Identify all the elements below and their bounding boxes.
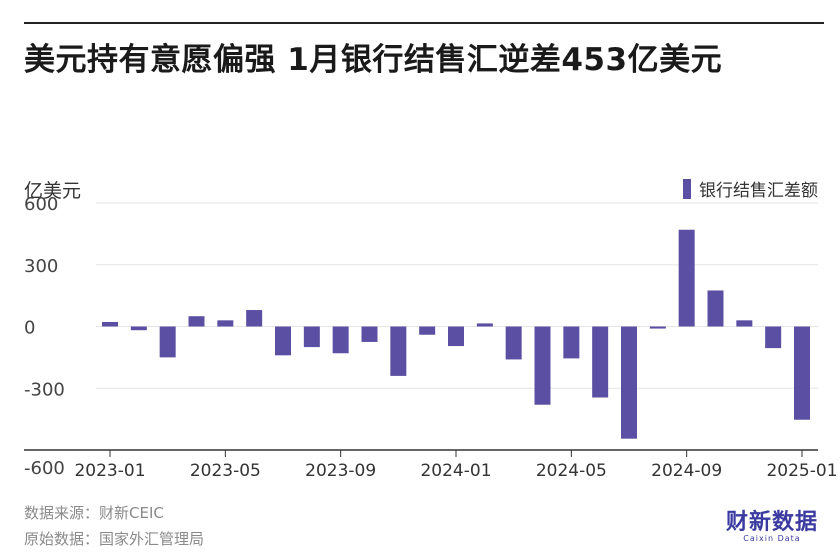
- y-tick-label: -600: [24, 458, 65, 479]
- bar-2024-07: [621, 326, 637, 439]
- bar-2024-11: [736, 320, 753, 327]
- y-tick-label: 0: [24, 318, 35, 339]
- bar-2024-10: [707, 290, 724, 327]
- top-rule: [24, 22, 824, 24]
- legend-swatch: [683, 178, 691, 199]
- bar-2023-07: [275, 326, 291, 356]
- x-tick-label: 2024-05: [536, 461, 607, 481]
- bar-2023-05: [217, 320, 234, 327]
- y-tick-label: 600: [24, 194, 58, 215]
- bar-2023-01: [102, 321, 118, 327]
- x-tick-label: 2024-09: [651, 461, 722, 481]
- bar-2024-01: [448, 326, 464, 347]
- x-tick-label: 2024-01: [420, 461, 491, 481]
- bar-2024-06: [592, 326, 609, 398]
- legend-label: 银行结售汇差额: [699, 181, 818, 201]
- bar-2023-10: [361, 326, 378, 342]
- legend: 银行结售汇差额: [683, 176, 818, 201]
- logo-sub-text: Caixin Data: [743, 534, 801, 543]
- data-source: 数据来源：财新CEIC: [24, 504, 164, 522]
- bar-2024-09: [678, 229, 695, 327]
- x-tick-label: 2025-01: [766, 461, 837, 481]
- bar-2024-04: [534, 326, 551, 405]
- bar-2024-08: [649, 326, 666, 329]
- bar-2023-11: [390, 326, 407, 376]
- bar-2023-06: [246, 310, 263, 327]
- bar-2024-12: [765, 326, 782, 349]
- bar-2023-09: [332, 326, 349, 354]
- bar-2023-02: [130, 326, 147, 331]
- bar-2024-02: [476, 323, 493, 327]
- chart-title: 美元持有意愿偏强 1月银行结售汇逆差453亿美元: [24, 42, 723, 78]
- x-tick-label: 2023-09: [305, 461, 376, 481]
- caixin-logo: 财新数据 Caixin Data: [725, 510, 818, 544]
- bar-2023-04: [188, 316, 205, 327]
- bar-2023-08: [303, 326, 320, 348]
- bar-2023-12: [419, 326, 436, 335]
- bar-2024-03: [505, 326, 522, 360]
- x-tick-label: 2023-01: [74, 461, 145, 481]
- raw-data-source: 原始数据：国家外汇管理局: [24, 530, 205, 548]
- logo-main-text: 财新数据: [725, 510, 818, 535]
- y-axis-unit: 亿美元: [24, 180, 82, 202]
- bar-2024-05: [563, 326, 580, 359]
- y-tick-label: -300: [24, 379, 65, 400]
- x-tick-label: 2023-05: [190, 461, 261, 481]
- y-tick-label: 300: [24, 256, 58, 277]
- bar-2023-03: [159, 326, 176, 358]
- bar-2025-01: [794, 326, 810, 420]
